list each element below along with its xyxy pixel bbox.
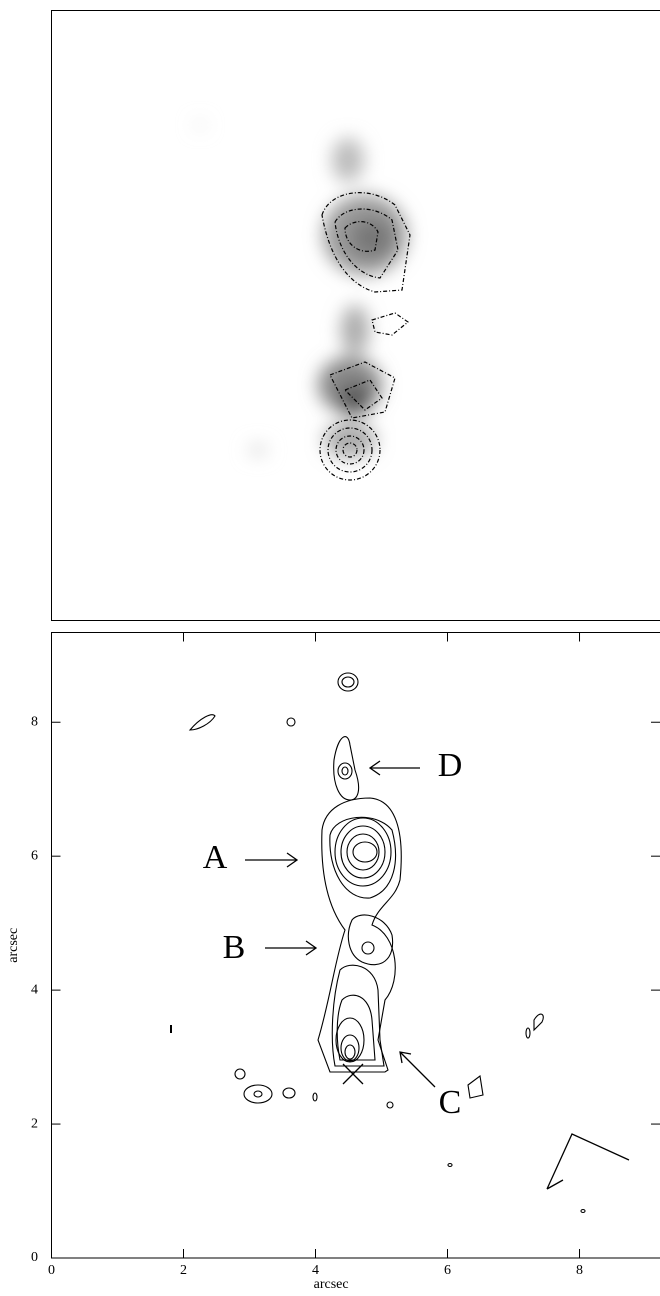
annotation: C (439, 1084, 462, 1121)
x-tick-label: 8 (576, 1263, 583, 1278)
y-tick-label: 6 (31, 848, 38, 863)
y-axis-label: arcsec (6, 928, 21, 963)
x-axis-label: arcsec (314, 1277, 349, 1292)
x-tick-label: 4 (312, 1263, 319, 1278)
y-tick-label: 4 (31, 982, 38, 997)
x-tick-label: 2 (180, 1263, 187, 1278)
plot-frame (52, 633, 660, 1259)
annotation: A (203, 839, 228, 876)
annotation: D (438, 747, 463, 784)
figure: 0 2 4 6 8 0 2 4 6 8 arcsec arcsec A B C D (0, 0, 660, 1296)
contour-panel (52, 633, 660, 1259)
annotation: B (223, 929, 246, 966)
y-tick-label: 8 (31, 714, 38, 729)
markers (245, 761, 629, 1189)
x-tick-label: 0 (48, 1263, 55, 1278)
x-tick-label: 6 (444, 1263, 451, 1278)
image-panel (52, 11, 660, 621)
y-tick-label: 2 (31, 1116, 38, 1131)
y-tick-label: 0 (31, 1250, 38, 1265)
